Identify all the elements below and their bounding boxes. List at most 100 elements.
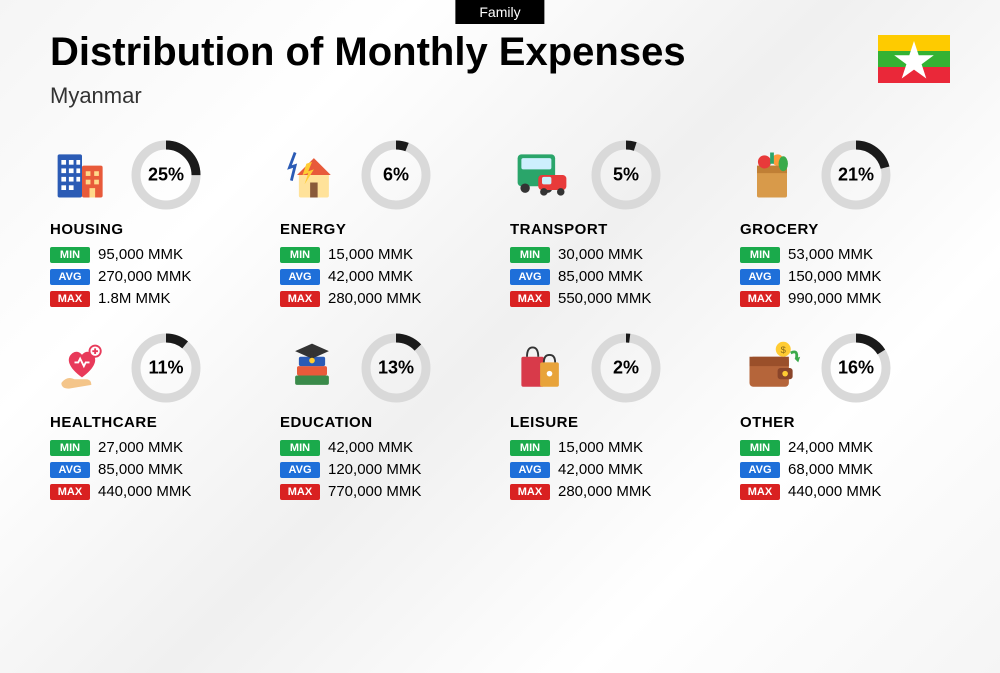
page-subtitle: Myanmar [50,83,950,109]
min-badge: MIN [510,440,550,456]
stat-min: MIN 53,000 MMK [740,246,950,263]
stat-max: MAX 280,000 MMK [280,290,490,307]
category-name: ENERGY [280,221,490,238]
stat-max: MAX 990,000 MMK [740,290,950,307]
stat-avg: AVG 42,000 MMK [280,268,490,285]
min-value: 30,000 MMK [558,246,643,263]
max-value: 990,000 MMK [788,290,881,307]
stat-avg: AVG 68,000 MMK [740,461,950,478]
min-value: 53,000 MMK [788,246,873,263]
max-badge: MAX [50,291,90,307]
pct-donut: 2% [590,332,662,404]
stat-max: MAX 550,000 MMK [510,290,720,307]
avg-badge: AVG [740,269,780,285]
bus-car-icon [510,143,574,207]
stat-max: MAX 440,000 MMK [50,483,260,500]
pct-label: 5% [613,165,639,186]
category-card-housing: 25% HOUSING MIN 95,000 MMK AVG 270,000 M… [50,139,260,312]
max-value: 1.8M MMK [98,290,171,307]
stat-min: MIN 95,000 MMK [50,246,260,263]
avg-badge: AVG [50,462,90,478]
stat-min: MIN 24,000 MMK [740,439,950,456]
header: Distribution of Monthly Expenses Myanmar [0,0,1000,119]
pct-label: 6% [383,165,409,186]
stat-max: MAX 440,000 MMK [740,483,950,500]
avg-value: 85,000 MMK [558,268,643,285]
wallet-icon: $ [740,336,804,400]
max-badge: MAX [280,484,320,500]
max-badge: MAX [740,484,780,500]
avg-badge: AVG [740,462,780,478]
grocery-bag-icon [740,143,804,207]
stat-avg: AVG 42,000 MMK [510,461,720,478]
svg-text:$: $ [781,345,787,355]
max-badge: MAX [510,484,550,500]
category-card-leisure: 2% LEISURE MIN 15,000 MMK AVG 42,000 MMK… [510,332,720,505]
min-value: 27,000 MMK [98,439,183,456]
stat-max: MAX 280,000 MMK [510,483,720,500]
stat-avg: AVG 85,000 MMK [510,268,720,285]
category-grid: 25% HOUSING MIN 95,000 MMK AVG 270,000 M… [0,119,1000,525]
stat-min: MIN 15,000 MMK [280,246,490,263]
avg-value: 150,000 MMK [788,268,881,285]
pct-label: 13% [378,358,414,379]
pct-donut: 21% [820,139,892,211]
heart-hand-icon [50,336,114,400]
max-value: 550,000 MMK [558,290,651,307]
pct-label: 21% [838,165,874,186]
avg-value: 120,000 MMK [328,461,421,478]
category-card-grocery: 21% GROCERY MIN 53,000 MMK AVG 150,000 M… [740,139,950,312]
min-badge: MIN [280,247,320,263]
min-badge: MIN [50,247,90,263]
category-card-other: $ 16% OTHER MIN 24,000 MMK AVG 68,000 MM… [740,332,950,505]
avg-value: 42,000 MMK [558,461,643,478]
category-name: HOUSING [50,221,260,238]
category-name: OTHER [740,414,950,431]
pct-donut: 6% [360,139,432,211]
pct-label: 25% [148,165,184,186]
max-value: 280,000 MMK [558,483,651,500]
buildings-icon [50,143,114,207]
pct-donut: 11% [130,332,202,404]
category-name: HEALTHCARE [50,414,260,431]
pct-label: 16% [838,358,874,379]
page-title: Distribution of Monthly Expenses [50,30,950,75]
stat-avg: AVG 85,000 MMK [50,461,260,478]
category-card-education: 13% EDUCATION MIN 42,000 MMK AVG 120,000… [280,332,490,505]
pct-label: 2% [613,358,639,379]
flag-myanmar [878,35,950,83]
avg-badge: AVG [280,462,320,478]
min-badge: MIN [740,247,780,263]
min-badge: MIN [50,440,90,456]
avg-value: 270,000 MMK [98,268,191,285]
min-value: 24,000 MMK [788,439,873,456]
max-badge: MAX [50,484,90,500]
stat-min: MIN 30,000 MMK [510,246,720,263]
stat-min: MIN 42,000 MMK [280,439,490,456]
pct-donut: 13% [360,332,432,404]
min-value: 15,000 MMK [328,246,413,263]
max-value: 440,000 MMK [788,483,881,500]
grad-books-icon [280,336,344,400]
pct-donut: 25% [130,139,202,211]
min-badge: MIN [280,440,320,456]
category-card-transport: 5% TRANSPORT MIN 30,000 MMK AVG 85,000 M… [510,139,720,312]
min-value: 42,000 MMK [328,439,413,456]
pct-label: 11% [148,358,183,379]
avg-value: 85,000 MMK [98,461,183,478]
avg-value: 42,000 MMK [328,268,413,285]
max-badge: MAX [280,291,320,307]
max-value: 280,000 MMK [328,290,421,307]
min-badge: MIN [740,440,780,456]
stat-avg: AVG 120,000 MMK [280,461,490,478]
max-value: 770,000 MMK [328,483,421,500]
stat-avg: AVG 270,000 MMK [50,268,260,285]
house-bolt-icon [280,143,344,207]
shopping-bags-icon [510,336,574,400]
stat-min: MIN 15,000 MMK [510,439,720,456]
max-badge: MAX [510,291,550,307]
avg-badge: AVG [280,269,320,285]
category-name: GROCERY [740,221,950,238]
max-badge: MAX [740,291,780,307]
stat-min: MIN 27,000 MMK [50,439,260,456]
